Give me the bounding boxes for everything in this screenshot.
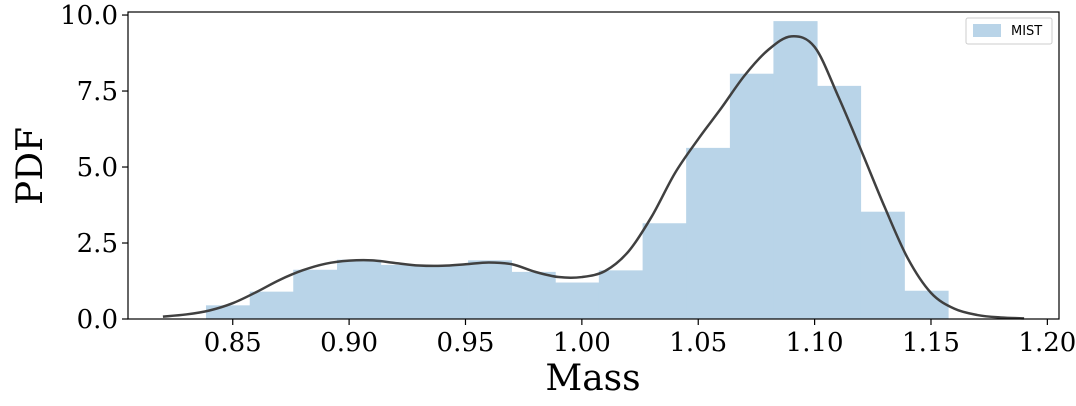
legend-label-mist: MIST [1011, 24, 1042, 39]
x-tick-label: 1.00 [553, 328, 611, 358]
x-tick-label: 1.15 [902, 328, 960, 358]
y-tick-label: 10.0 [60, 1, 118, 31]
y-tick-label: 5.0 [77, 153, 118, 183]
y-axis-label: PDF [10, 127, 51, 205]
x-tick-label: 1.05 [669, 328, 727, 358]
histogram-bar [686, 147, 731, 319]
histogram-bar [555, 282, 600, 319]
y-tick-label: 7.5 [77, 77, 118, 107]
histogram-bar [293, 269, 338, 319]
histogram-bar [598, 270, 644, 319]
kde-curve [162, 34, 1025, 320]
histogram-bar [729, 73, 774, 320]
histogram-bar [205, 305, 251, 319]
legend-swatch-mist [973, 24, 1001, 37]
x-tick-label: 0.95 [437, 328, 495, 358]
histogram-bar [424, 264, 469, 319]
x-axis-label: Mass [545, 358, 640, 399]
legend: MIST [965, 17, 1053, 45]
y-axis-ticks: 0.0 2.5 5.0 7.5 10.0 [60, 1, 128, 335]
histogram-bar [904, 290, 949, 319]
histogram-bar [642, 223, 687, 319]
x-tick-label: 0.90 [320, 328, 378, 358]
y-tick-label: 2.5 [77, 229, 118, 259]
histogram-bar [380, 264, 425, 319]
x-tick-label: 0.85 [204, 328, 262, 358]
histogram-bar [249, 291, 294, 319]
histogram-bar [817, 85, 862, 320]
histogram-bars [205, 21, 949, 320]
histogram-bar [337, 259, 382, 319]
x-tick-label: 1.20 [1018, 328, 1076, 358]
x-tick-label: 1.10 [786, 328, 844, 358]
y-tick-label: 0.0 [77, 305, 118, 335]
axes-frame [127, 11, 1060, 320]
x-axis-ticks: 0.85 0.90 0.95 1.00 1.05 1.10 1.15 1.20 [204, 319, 1076, 358]
histogram-bar [860, 211, 905, 319]
histogram-bar [511, 271, 556, 319]
histogram-bar [468, 260, 512, 319]
histogram-bar [773, 21, 818, 320]
